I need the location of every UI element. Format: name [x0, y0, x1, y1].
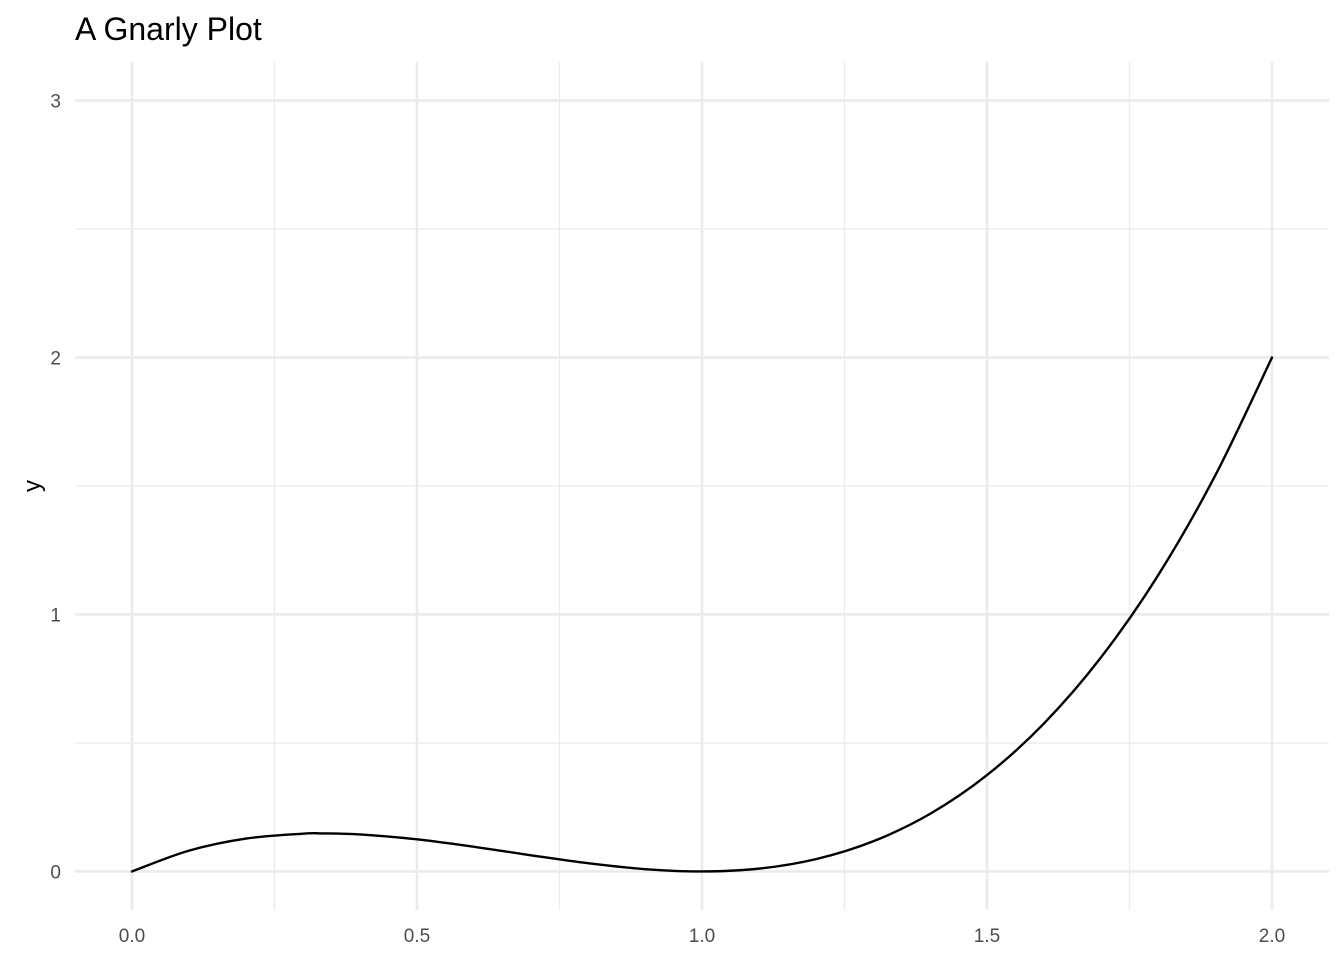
x-tick-label: 1.0 — [689, 926, 715, 947]
series-line — [130, 356, 1274, 873]
y-axis-title: y — [19, 480, 46, 492]
y-axis-tick-labels: 0 1 2 3 — [50, 92, 61, 884]
x-tick-label: 2.0 — [1259, 926, 1285, 947]
series-layer — [130, 356, 1274, 873]
x-axis-tick-labels: 0.0 0.5 1.0 1.5 2.0 — [119, 926, 1285, 947]
x-tick-label: 0.5 — [404, 926, 430, 947]
y-tick-label: 1 — [50, 605, 61, 626]
chart-title: A Gnarly Plot — [75, 11, 262, 47]
y-tick-label: 0 — [50, 862, 61, 883]
y-tick-label: 3 — [50, 92, 61, 113]
x-tick-label: 0.0 — [119, 926, 145, 947]
y-tick-label: 2 — [50, 349, 61, 370]
x-tick-label: 1.5 — [974, 926, 1000, 947]
